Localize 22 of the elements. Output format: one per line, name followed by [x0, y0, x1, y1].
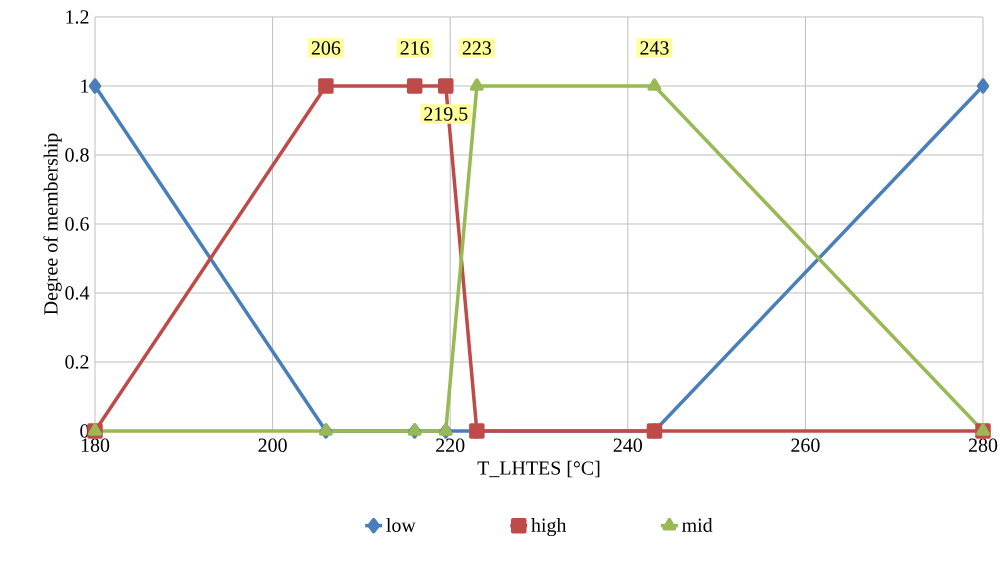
legend-label: high [531, 517, 567, 537]
y-tick-label: 0.4 [65, 286, 90, 300]
legend-label: low [386, 517, 416, 532]
x-tick-label: 240 [613, 438, 642, 452]
y-tick-label: 0.8 [65, 148, 89, 162]
annotation: 219.5 [424, 107, 468, 121]
y-axis-title: Degree of membership [43, 133, 62, 315]
y-tick-label: 1 [81, 79, 89, 93]
annotation: 223 [462, 41, 492, 55]
x-axis-title: T_LHTES [°C] [477, 460, 600, 478]
y-tick-label: 1.2 [66, 10, 89, 24]
x-tick-label: 220 [436, 438, 465, 452]
x-tick-label: 280 [968, 438, 998, 452]
y-tick-label: 0.6 [65, 217, 89, 231]
x-tick-label: 180 [81, 438, 110, 452]
annotation: 216 [400, 41, 430, 55]
y-tick-label: 0.2 [65, 355, 89, 369]
annotation: 243 [640, 41, 669, 55]
annotation: 206 [311, 41, 341, 55]
x-tick-label: 260 [791, 438, 820, 452]
legend-label: mid [682, 517, 713, 532]
x-tick-label: 200 [258, 438, 287, 452]
